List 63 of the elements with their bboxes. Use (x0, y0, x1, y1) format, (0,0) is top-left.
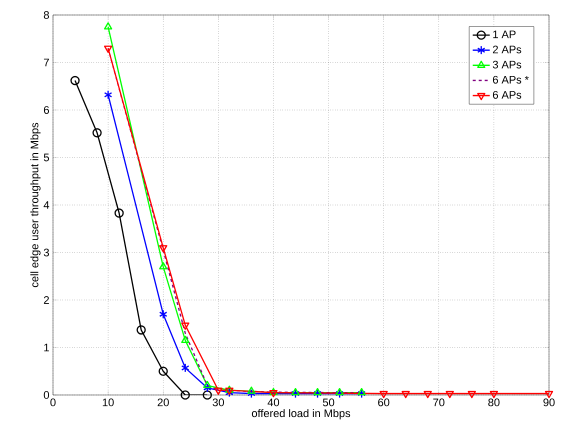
x-tick-label: 50 (322, 398, 334, 406)
point (544, 390, 554, 398)
legend-label: 3 APs (492, 60, 522, 68)
point (402, 390, 410, 398)
x-tick-label: 90 (543, 398, 555, 406)
y-tick-label: 3 (44, 248, 49, 256)
point (490, 390, 498, 398)
point (181, 322, 190, 330)
y-tick-label: 7 (44, 58, 49, 66)
x-axis-title: offered load in Mbps (252, 409, 350, 420)
x-tick-label: 70 (433, 398, 444, 406)
point (203, 383, 212, 393)
x-tick-label: 60 (378, 398, 390, 406)
point (247, 388, 256, 398)
y-tick-label: 5 (44, 154, 50, 162)
x-tick-label: 20 (158, 398, 169, 406)
point (159, 262, 168, 270)
point (247, 386, 256, 394)
y-tick-label: 6 (44, 106, 49, 114)
legend-label: 6 APs * (492, 76, 529, 84)
point (114, 208, 124, 218)
point (214, 388, 222, 395)
point (225, 388, 234, 398)
point (104, 46, 112, 53)
point (181, 363, 190, 373)
legend-label: 1 AP (493, 30, 516, 38)
point (104, 90, 112, 100)
y-tick-label: 4 (44, 201, 50, 209)
x-tick-label: 10 (102, 398, 114, 406)
point (424, 390, 432, 398)
point (159, 245, 168, 252)
legend-label: 2 APs (492, 46, 522, 54)
x-tick-label: 80 (488, 398, 500, 406)
point (203, 380, 212, 388)
legend-label: 6 APs (492, 91, 522, 99)
point (291, 388, 300, 398)
point (313, 388, 322, 396)
y-tick-label: 0 (44, 391, 50, 399)
y-tick-label: 2 (44, 296, 49, 304)
point (358, 388, 366, 396)
y-tick-label: 1 (44, 344, 49, 352)
point (380, 390, 388, 398)
x-tick-label: 30 (212, 398, 224, 406)
point (202, 390, 212, 400)
y-tick-label: 8 (44, 11, 49, 19)
x-tick-label: 40 (268, 398, 280, 406)
point (159, 310, 168, 319)
point (158, 366, 168, 376)
point (358, 388, 366, 398)
point (313, 388, 322, 398)
point (335, 388, 344, 396)
point (104, 22, 112, 30)
point (136, 325, 146, 335)
point (70, 76, 80, 86)
point (92, 128, 102, 138)
x-tick-label: 0 (50, 398, 56, 406)
point (291, 388, 300, 396)
point (180, 390, 190, 400)
point (335, 388, 344, 398)
y-axis-title: cell edge user throughput in Mbps (30, 122, 41, 288)
point (468, 390, 476, 398)
point (181, 336, 190, 344)
point (446, 390, 454, 398)
